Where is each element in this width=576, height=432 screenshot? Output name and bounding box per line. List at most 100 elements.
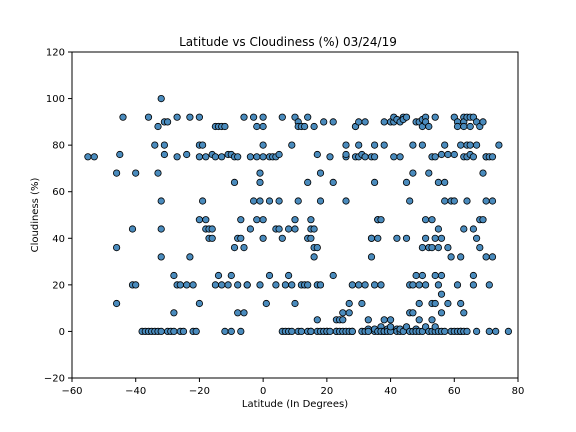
data-point <box>377 281 385 289</box>
data-point <box>297 327 305 335</box>
data-point <box>488 253 497 261</box>
data-point <box>329 118 337 126</box>
data-point <box>441 197 449 205</box>
data-point <box>355 281 363 289</box>
data-point <box>421 234 430 242</box>
data-point <box>195 216 203 224</box>
data-point <box>380 118 388 126</box>
data-point <box>246 153 254 161</box>
data-point <box>157 253 165 261</box>
data-point <box>431 271 439 280</box>
data-point <box>431 113 439 121</box>
data-point <box>230 178 239 186</box>
data-point <box>160 141 168 149</box>
data-point <box>240 244 248 252</box>
data-point <box>259 234 267 242</box>
data-point <box>157 327 165 335</box>
data-point <box>466 122 474 131</box>
data-point <box>265 271 274 280</box>
data-point <box>259 113 267 121</box>
data-point <box>437 234 446 242</box>
data-point <box>402 178 411 186</box>
data-point <box>393 234 401 242</box>
data-point <box>275 197 283 205</box>
y-tick-label: 20 <box>52 280 65 291</box>
data-point <box>170 271 178 280</box>
data-point <box>237 327 245 335</box>
data-point <box>450 150 458 159</box>
data-point <box>409 169 417 177</box>
data-point <box>310 253 318 261</box>
data-point <box>504 327 512 335</box>
data-point <box>202 216 210 224</box>
data-point <box>421 216 430 224</box>
data-point <box>113 244 121 252</box>
data-point <box>243 281 251 289</box>
data-point <box>479 169 487 177</box>
x-tick-label: −60 <box>61 386 82 397</box>
data-point <box>278 234 286 242</box>
data-point <box>492 327 500 335</box>
data-point <box>463 197 471 205</box>
data-point <box>361 153 369 161</box>
data-point <box>472 234 481 242</box>
data-point <box>253 153 261 161</box>
data-point <box>342 141 350 149</box>
data-point <box>230 244 239 252</box>
data-point <box>472 141 481 149</box>
data-point <box>457 253 465 261</box>
data-point <box>154 169 162 177</box>
data-point <box>370 178 379 186</box>
data-point <box>421 281 430 289</box>
data-point <box>418 271 426 280</box>
data-point <box>291 299 299 308</box>
data-point <box>345 299 353 308</box>
data-point <box>361 281 369 289</box>
data-point <box>144 113 153 121</box>
data-point <box>227 271 235 280</box>
data-point <box>240 113 248 121</box>
data-point <box>259 216 267 224</box>
data-point <box>202 153 210 161</box>
data-point <box>450 197 458 205</box>
data-point <box>453 122 462 131</box>
data-point <box>304 281 312 289</box>
data-point <box>307 216 315 224</box>
data-point <box>437 271 446 280</box>
data-point <box>250 197 258 205</box>
chart-title: Latitude vs Cloudiness (%) 03/24/19 <box>179 35 397 49</box>
y-tick-label: 120 <box>46 48 65 59</box>
data-point <box>218 281 226 289</box>
data-point <box>304 178 312 186</box>
data-point <box>415 299 423 308</box>
data-point <box>469 153 477 161</box>
data-point <box>113 299 121 308</box>
data-point <box>402 234 411 242</box>
data-point <box>418 244 426 252</box>
data-point <box>374 234 382 242</box>
data-point <box>307 234 315 242</box>
data-point <box>170 309 178 317</box>
data-point <box>361 118 369 126</box>
x-tick-label: 60 <box>448 386 461 397</box>
data-point <box>409 281 417 289</box>
x-tick-label: 40 <box>384 386 397 397</box>
data-point <box>208 225 216 233</box>
points-layer <box>84 95 512 335</box>
data-point <box>380 316 388 324</box>
data-point <box>240 309 248 317</box>
data-point <box>329 178 337 186</box>
data-point <box>186 113 194 121</box>
data-point <box>278 113 286 121</box>
data-point <box>402 113 411 121</box>
data-point <box>256 281 264 289</box>
x-tick-label: 20 <box>320 386 333 397</box>
data-point <box>437 309 446 317</box>
data-point <box>316 197 325 205</box>
data-point <box>396 153 404 161</box>
data-point <box>409 141 417 149</box>
data-point <box>469 281 477 289</box>
data-point <box>370 281 379 289</box>
data-point <box>434 244 442 252</box>
data-point <box>348 327 356 335</box>
